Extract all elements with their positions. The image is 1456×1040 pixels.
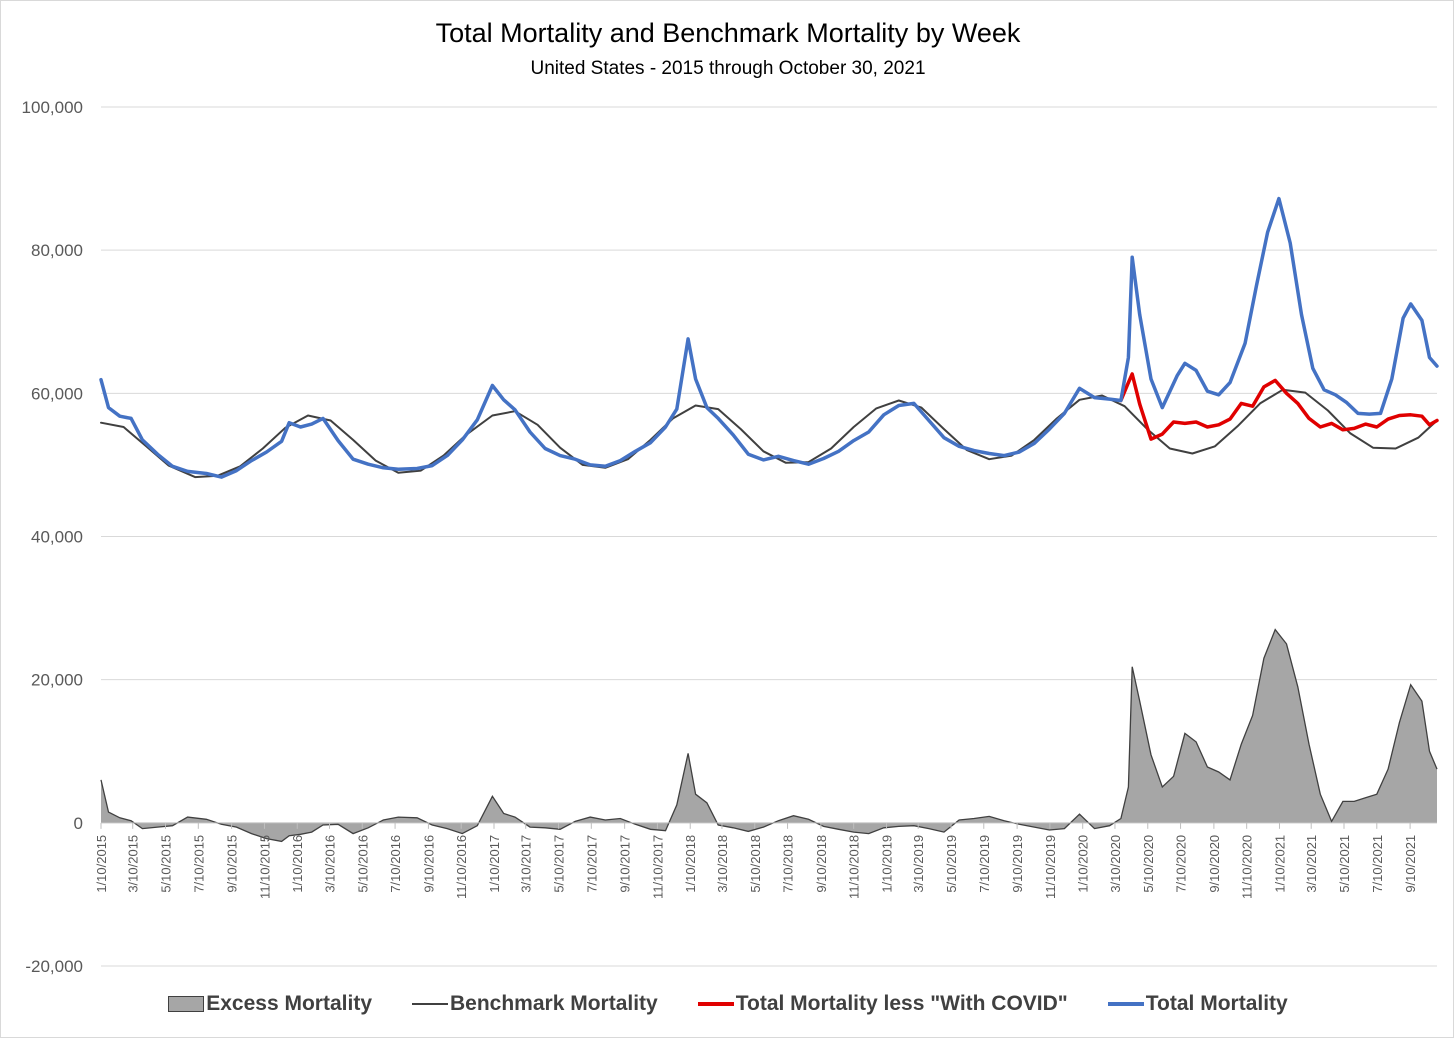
y-tick-label: 80,000 <box>31 241 83 260</box>
series-benchmark-line <box>100 388 1438 479</box>
x-tick-label: 5/10/2018 <box>748 835 763 893</box>
chart-legend: Excess Mortality Benchmark Mortality Tot… <box>0 992 1456 1016</box>
x-tick-label: 7/10/2016 <box>388 835 403 893</box>
x-tick-label: 9/10/2018 <box>814 835 829 893</box>
x-tick-label: 3/10/2019 <box>911 835 926 893</box>
legend-swatch-benchmark <box>412 1003 448 1005</box>
y-tick-label: -20,000 <box>25 957 83 976</box>
legend-label-benchmark: Benchmark Mortality <box>450 992 658 1015</box>
x-tick-label: 7/10/2017 <box>584 835 599 893</box>
chart-subtitle: United States - 2015 through October 30,… <box>530 58 926 79</box>
legend-item-total: Total Mortality <box>1107 992 1288 1016</box>
legend-label-total: Total Mortality <box>1145 992 1288 1015</box>
x-tick-label: 7/10/2019 <box>977 835 992 893</box>
x-tick-label: 9/10/2021 <box>1403 835 1418 893</box>
x-tick-label: 11/10/2017 <box>650 835 665 899</box>
series-less_covid-line <box>1119 372 1439 441</box>
x-tick-label: 1/10/2017 <box>487 835 502 893</box>
x-tick-label: 11/10/2015 <box>257 835 272 899</box>
y-tick-label: 0 <box>74 814 83 833</box>
x-tick-label: 7/10/2020 <box>1174 835 1189 893</box>
x-tick-label: 7/10/2021 <box>1370 835 1385 893</box>
x-tick-label: 9/10/2016 <box>421 835 436 893</box>
legend-swatch-total <box>1107 1002 1144 1006</box>
x-tick-label: 3/10/2016 <box>323 835 338 893</box>
x-tick-label: 3/10/2018 <box>715 835 730 893</box>
y-tick-label: 100,000 <box>22 98 83 117</box>
x-tick-label: 1/10/2015 <box>94 835 109 893</box>
series-excess-outline <box>100 628 1438 843</box>
x-tick-label: 11/10/2018 <box>847 835 862 899</box>
legend-swatch-excess <box>168 996 205 1012</box>
x-tick-label: 5/10/2015 <box>159 835 174 893</box>
legend-item-less-covid: Total Mortality less "With COVID" <box>697 992 1068 1016</box>
y-tick-label: 60,000 <box>31 384 83 403</box>
x-tick-label: 9/10/2017 <box>618 835 633 893</box>
x-tick-label: 5/10/2016 <box>355 835 370 893</box>
x-tick-label: 1/10/2019 <box>880 835 895 893</box>
x-tick-label: 11/10/2020 <box>1240 835 1255 899</box>
y-tick-label: 40,000 <box>31 528 83 547</box>
legend-item-excess: Excess Mortality <box>168 992 372 1016</box>
x-tick-label: 3/10/2017 <box>519 835 534 893</box>
legend-swatch-less-covid <box>697 1002 734 1006</box>
x-tick-label: 11/10/2016 <box>454 835 469 899</box>
legend-label-less-covid: Total Mortality less "With COVID" <box>735 992 1068 1015</box>
legend-label-excess: Excess Mortality <box>206 992 372 1015</box>
x-tick-label: 7/10/2018 <box>781 835 796 893</box>
x-tick-label: 1/10/2021 <box>1273 835 1288 893</box>
chart-title: Total Mortality and Benchmark Mortality … <box>435 18 1021 48</box>
x-tick-label: 5/10/2020 <box>1141 835 1156 893</box>
legend-item-benchmark: Benchmark Mortality <box>412 992 658 1016</box>
y-tick-label: 20,000 <box>31 671 83 690</box>
x-tick-label: 5/10/2021 <box>1337 835 1352 893</box>
x-tick-label: 5/10/2017 <box>552 835 567 893</box>
x-tick-label: 7/10/2015 <box>191 835 206 893</box>
x-tick-label: 9/10/2019 <box>1010 835 1025 893</box>
x-tick-label: 1/10/2016 <box>290 835 305 893</box>
x-tick-label: 1/10/2020 <box>1076 835 1091 893</box>
series-total-line <box>99 196 1439 479</box>
x-tick-label: 5/10/2019 <box>944 835 959 893</box>
x-tick-label: 3/10/2015 <box>126 835 141 893</box>
x-tick-label: 9/10/2015 <box>225 835 240 893</box>
x-tick-label: 3/10/2021 <box>1304 835 1319 893</box>
x-tick-label: 3/10/2020 <box>1108 835 1123 893</box>
x-tick-label: 11/10/2019 <box>1043 835 1058 899</box>
x-tick-label: 9/10/2020 <box>1207 835 1222 893</box>
series-excess-area <box>101 629 1437 842</box>
x-tick-label: 1/10/2018 <box>683 835 698 893</box>
